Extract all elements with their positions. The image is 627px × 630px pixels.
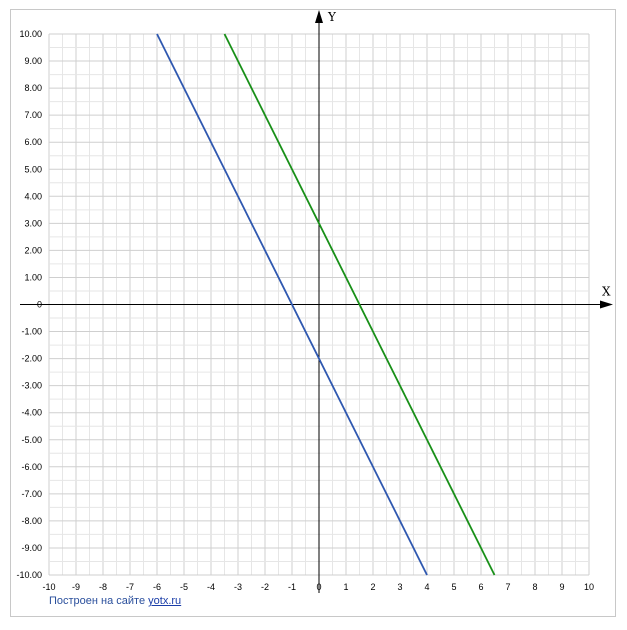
x-tick-label: -2 xyxy=(261,582,269,592)
x-axis-label: X xyxy=(602,285,611,299)
x-tick-label: -9 xyxy=(72,582,80,592)
x-tick-label: 4 xyxy=(424,582,429,592)
x-tick-label: 10 xyxy=(584,582,594,592)
y-tick-label: -1.00 xyxy=(21,327,42,337)
axes: X Y xyxy=(20,10,613,593)
chart-frame xyxy=(10,9,616,617)
x-tick-label: -7 xyxy=(126,582,134,592)
x-tick-label: -4 xyxy=(207,582,215,592)
series-line-1 xyxy=(156,33,428,576)
y-tick-label: 9.00 xyxy=(24,56,42,66)
y-tick-label: 6.00 xyxy=(24,137,42,147)
x-tick-label: -8 xyxy=(99,582,107,592)
y-tick-label: -9.00 xyxy=(21,543,42,553)
x-tick-label: 1 xyxy=(343,582,348,592)
y-tick-label: 3.00 xyxy=(24,218,42,228)
x-tick-label: 2 xyxy=(370,582,375,592)
y-tick-label: 4.00 xyxy=(24,191,42,201)
y-tick-label: 7.00 xyxy=(24,110,42,120)
series xyxy=(156,33,496,576)
tick-labels: -10 -9 -8 -7 -6 -5 -4 -3 -2 -1 0 1 2 3 4 5 6 7 8 9 1010.009.… xyxy=(16,29,594,592)
y-tick-label: -8.00 xyxy=(21,516,42,526)
y-tick-label: -7.00 xyxy=(21,489,42,499)
y-axis-arrow xyxy=(315,10,323,23)
y-tick-label: -2.00 xyxy=(21,354,42,364)
series-line-2 xyxy=(223,33,496,576)
y-tick-label: 5.00 xyxy=(24,164,42,174)
x-tick-label: 6 xyxy=(478,582,483,592)
y-tick-label: 0 xyxy=(37,300,42,310)
y-tick-label: -10.00 xyxy=(16,570,42,580)
x-tick-label: -3 xyxy=(234,582,242,592)
y-tick-label: 1.00 xyxy=(24,272,42,282)
x-tick-label: 8 xyxy=(532,582,537,592)
x-tick-label: 0 xyxy=(316,582,321,592)
y-tick-label: 8.00 xyxy=(24,83,42,93)
x-tick-label: -10 xyxy=(42,582,55,592)
credit-link[interactable]: yotx.ru xyxy=(148,595,182,607)
credit-text: Построен на сайте xyxy=(49,595,149,607)
y-tick-label: 2.00 xyxy=(24,245,42,255)
y-tick-label: 10.00 xyxy=(19,29,42,39)
x-tick-label: -5 xyxy=(180,582,188,592)
x-tick-label: 7 xyxy=(505,582,510,592)
x-tick-label: -6 xyxy=(153,582,161,592)
x-tick-label: 3 xyxy=(397,582,402,592)
x-axis-arrow xyxy=(600,300,613,309)
y-tick-label: -6.00 xyxy=(21,462,42,472)
y-tick-label: -5.00 xyxy=(21,435,42,445)
x-tick-label: 5 xyxy=(451,582,456,592)
y-tick-label: -4.00 xyxy=(21,408,42,418)
x-tick-label: -1 xyxy=(288,582,296,592)
y-tick-label: -3.00 xyxy=(21,381,42,391)
x-tick-label: 9 xyxy=(559,582,564,592)
y-axis-label: Y xyxy=(327,10,337,24)
credit-line: Построен на сайте yotx.ru xyxy=(49,595,181,607)
